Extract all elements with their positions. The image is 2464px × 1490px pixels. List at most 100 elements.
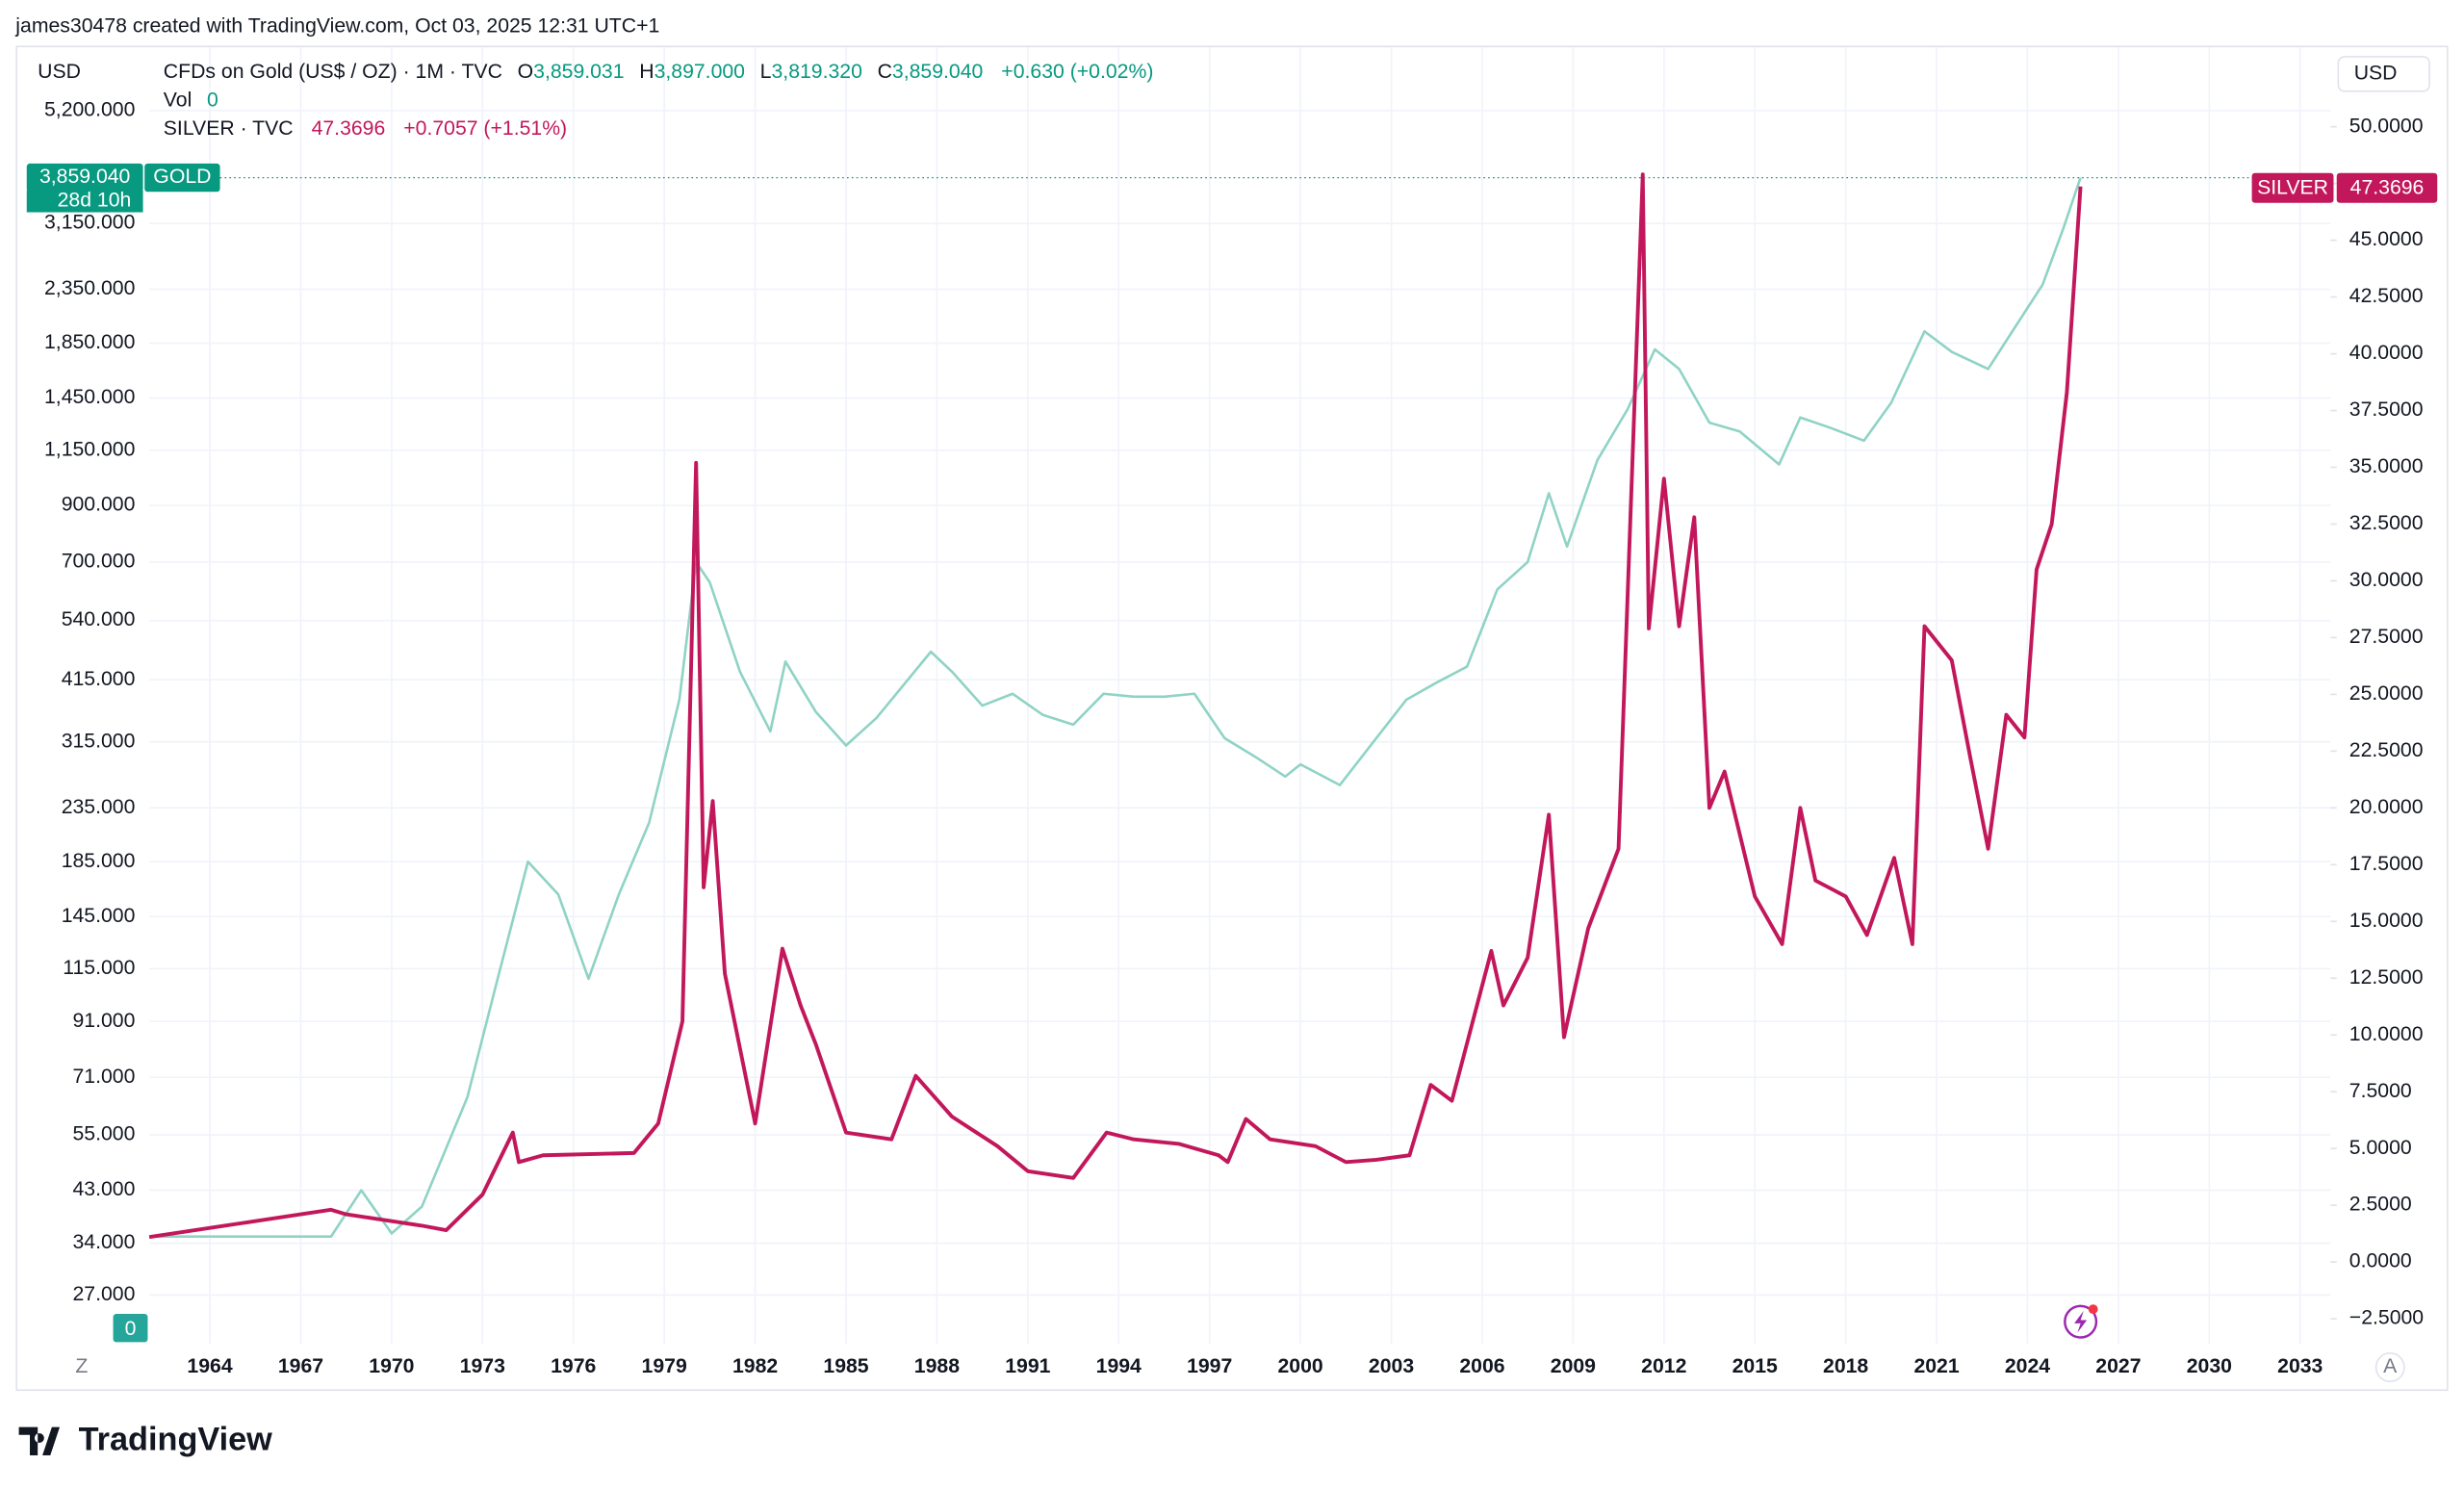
silver-name: SILVER xyxy=(2257,177,2328,199)
series-line xyxy=(149,177,2082,1239)
x-tick-label: 1985 xyxy=(823,1355,868,1377)
y2-tick-label: 2.5000 xyxy=(2349,1194,2412,1216)
y2-tick-label: 17.5000 xyxy=(2349,853,2424,875)
x-tick-label: 1967 xyxy=(278,1355,323,1377)
y-tick-label: 1,150.000 xyxy=(44,438,135,460)
x-tick-label: 2015 xyxy=(1732,1355,1778,1377)
y-tick-label: 315.000 xyxy=(62,730,136,752)
y2-tick-label: 40.0000 xyxy=(2349,342,2424,364)
legend-change: +0.7057 (+1.51%) xyxy=(403,117,567,140)
y2-tick-label: 5.0000 xyxy=(2349,1137,2412,1159)
y2-tick-label: 0.0000 xyxy=(2349,1250,2412,1272)
y2-tick-label: 22.5000 xyxy=(2349,739,2424,761)
y2-tick-label: 25.0000 xyxy=(2349,682,2424,705)
legend-value: 47.3696 xyxy=(312,117,386,140)
alert-bolt xyxy=(2074,1310,2088,1333)
legend-value: 0 xyxy=(207,89,218,111)
legend-line: CFDs on Gold (US$ / OZ) · 1M · TVC O3,85… xyxy=(164,61,1154,83)
y2-unit-box[interactable] xyxy=(2337,56,2430,92)
silver-price: 47.3696 xyxy=(2350,177,2425,199)
legend-silver: SILVER · TVC 47.3696 +0.7057 (+1.51%) xyxy=(164,117,567,140)
x-tick-label: 2018 xyxy=(1823,1355,1868,1377)
gold-price-label: 3,859.040 xyxy=(39,166,130,188)
grid: 1964 1967 1970 1973 1976 1979 1982 1985 1988 1991… xyxy=(44,47,2424,1377)
legend-key: C xyxy=(878,61,892,83)
y-tick-label: 700.000 xyxy=(62,551,136,573)
y2-tick-label: 50.0000 xyxy=(2349,115,2424,137)
legend-change: +0.630 (+0.02%) xyxy=(1001,61,1153,83)
y-tick-label: 115.000 xyxy=(63,957,135,979)
a-button-ring[interactable] xyxy=(2374,1352,2405,1383)
y2-tick-label: 20.0000 xyxy=(2349,796,2424,818)
legend-symbol: CFDs on Gold (US$ / OZ) · 1M · TVC xyxy=(164,61,502,83)
logo-mark xyxy=(18,1426,61,1455)
y-axis-unit: USD xyxy=(38,61,81,83)
legend-symbol: SILVER · TVC xyxy=(164,117,294,140)
y2-tick-label: 15.0000 xyxy=(2349,910,2424,932)
gold-name: GOLD xyxy=(153,166,211,188)
x-tick-label: 2012 xyxy=(1641,1355,1686,1377)
legend-key: Vol xyxy=(164,89,192,111)
legend-vol: Vol 0 xyxy=(164,89,218,111)
y2-tick-label: 45.0000 xyxy=(2349,228,2424,250)
y-tick-label: 5,200.000 xyxy=(44,98,135,120)
y-tick-label: 900.000 xyxy=(62,494,136,516)
gold-countdown-box xyxy=(26,190,143,213)
y2-tick-label: 42.5000 xyxy=(2349,285,2424,307)
y2-tick-label: 12.5000 xyxy=(2349,966,2424,989)
y-tick-label: 235.000 xyxy=(62,796,136,818)
gold-price-box xyxy=(26,163,143,193)
y2-tick-label: −2.5000 xyxy=(2349,1307,2424,1329)
volume-label: 0 xyxy=(125,1318,137,1340)
legend-value: 3,859.031 xyxy=(533,61,624,83)
legend-value: 3,897.000 xyxy=(654,61,745,83)
y-tick-label: 27.000 xyxy=(73,1283,136,1305)
x-tick-label: 2021 xyxy=(1913,1355,1959,1377)
overlay: james30478 created with TradingView.com,… xyxy=(14,14,2438,1457)
credit: james30478 created with TradingView.com,… xyxy=(14,14,659,37)
x-tick-label: 1979 xyxy=(642,1355,687,1377)
legend-key: H xyxy=(639,61,654,83)
x-tick-label: 1964 xyxy=(187,1355,232,1377)
legend-value: 3,819.320 xyxy=(772,61,862,83)
volume-box xyxy=(113,1314,148,1343)
y2-tick-label: 37.5000 xyxy=(2349,398,2424,421)
series xyxy=(148,172,2083,1240)
y2-tick-label: 30.0000 xyxy=(2349,569,2424,591)
y2-tick-label: 7.5000 xyxy=(2349,1080,2412,1102)
legend-value: 3,859.040 xyxy=(892,61,983,83)
gold-countdown: 28d 10h xyxy=(58,190,132,212)
legend-key: O xyxy=(518,61,534,83)
a-button[interactable]: A xyxy=(2383,1355,2398,1377)
series-line xyxy=(148,172,2083,1240)
legend-key: L xyxy=(760,61,772,83)
chart-frame xyxy=(15,45,2449,1392)
y-tick-label: 1,850.000 xyxy=(44,331,135,353)
y-tick-label: 55.000 xyxy=(73,1123,136,1145)
x-tick-label: 2027 xyxy=(2095,1355,2141,1377)
x-tick-label: 2030 xyxy=(2187,1355,2232,1377)
x-tick-label: 1976 xyxy=(551,1355,596,1377)
y-tick-label: 540.000 xyxy=(62,608,136,630)
y-tick-label: 91.000 xyxy=(73,1010,136,1032)
frame xyxy=(15,45,2449,1392)
y2-tick-label: 10.0000 xyxy=(2349,1023,2424,1045)
y-tick-label: 34.000 xyxy=(73,1231,136,1253)
y2-axis-unit: USD xyxy=(2354,62,2398,84)
y-tick-label: 71.000 xyxy=(73,1066,136,1088)
x-tick-label: 1991 xyxy=(1005,1355,1050,1377)
y-tick-label: 3,150.000 xyxy=(44,212,135,234)
y-tick-label: 2,350.000 xyxy=(44,277,135,299)
z-button[interactable]: Z xyxy=(75,1355,88,1377)
x-tick-label: 2003 xyxy=(1369,1355,1414,1377)
gold-name-box xyxy=(144,163,220,193)
y2-tick-label: 35.0000 xyxy=(2349,455,2424,477)
logo-text: TradingView xyxy=(79,1421,273,1457)
y-tick-label: 185.000 xyxy=(62,850,136,872)
x-tick-label: 2033 xyxy=(2277,1355,2323,1377)
x-tick-label: 1970 xyxy=(369,1355,414,1377)
x-tick-label: 1982 xyxy=(732,1355,778,1377)
x-tick-label: 2000 xyxy=(1278,1355,1323,1377)
x-tick-label: 1973 xyxy=(460,1355,505,1377)
